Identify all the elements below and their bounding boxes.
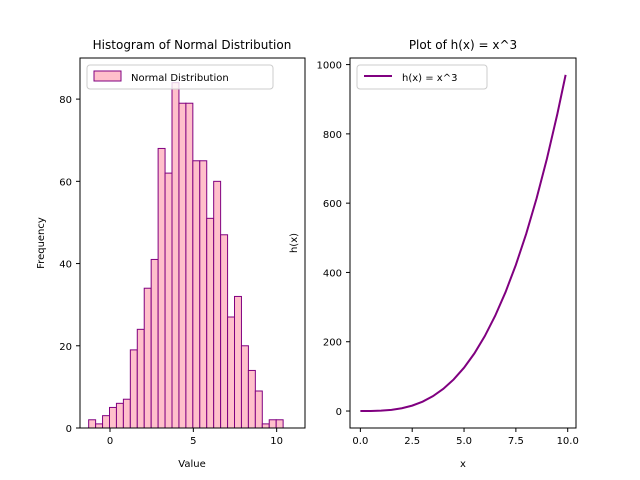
histogram-x-label: Value (178, 459, 205, 470)
histogram-bar (261, 423, 270, 429)
line-plot-y-label: h(x) (289, 233, 300, 253)
histogram-y-tick-label: 60 (59, 177, 72, 188)
histogram-y-ticks: 0 20 40 60 80 (59, 95, 80, 435)
histogram-bar (102, 415, 111, 429)
histogram-y-tick-label: 80 (59, 95, 72, 106)
histogram-axes-frame (79, 57, 306, 429)
histogram-x-tick-label: 10 (270, 436, 283, 447)
line-plot-legend: h(x) = x^3 (356, 64, 488, 90)
histogram-legend-swatch (93, 70, 122, 82)
histogram-bar (268, 419, 277, 429)
line-plot-y-tick-label: 400 (323, 268, 342, 279)
line-plot-x-ticks: 0.0 2.5 5.0 7.5 10.0 (352, 428, 579, 447)
line-plot-x-tick-label: 10.0 (557, 436, 579, 447)
histogram-bar (150, 258, 159, 429)
histogram-title: Histogram of Normal Distribution (93, 38, 292, 52)
line-plot-x-tick-label: 5.0 (456, 436, 472, 447)
line-plot-x-label: x (460, 459, 466, 470)
histogram-legend-label: Normal Distribution (131, 73, 229, 84)
line-plot-title: Plot of h(x) = x^3 (409, 38, 517, 52)
histogram-panel: Histogram of Normal Distribution 0 5 10 0 2… (36, 38, 306, 470)
line-plot-x-tick-label: 0.0 (352, 436, 368, 447)
histogram-bar (234, 295, 242, 429)
histogram-bar (185, 102, 194, 429)
histogram-x-tick-label: 0 (107, 436, 113, 447)
histogram-bar (254, 390, 263, 429)
histogram-bar (122, 398, 131, 429)
histogram-bar (220, 234, 229, 429)
histogram-bar (240, 345, 249, 429)
histogram-bar (227, 316, 236, 429)
histogram-bar (143, 287, 152, 429)
histogram-bar (95, 423, 104, 429)
line-plot-x-tick-label: 7.5 (508, 436, 524, 447)
histogram-legend-box (86, 64, 274, 90)
histogram-bar (275, 419, 284, 429)
line-series-h-x (360, 74, 567, 413)
histogram-bar (136, 328, 145, 429)
histogram-y-tick-label: 20 (59, 342, 72, 353)
histogram-bar (206, 217, 215, 429)
line-plot-y-ticks: 0 200 400 600 800 1000 (317, 61, 350, 418)
histogram-bar (192, 160, 201, 429)
histogram-bar (199, 160, 208, 429)
histogram-bar (178, 102, 187, 429)
line-plot-legend-label: h(x) = x^3 (402, 73, 457, 84)
histogram-y-label: Frequency (36, 217, 47, 269)
histogram-bar (171, 82, 180, 429)
line-plot-legend-box (356, 64, 488, 90)
histogram-bar (109, 406, 117, 429)
histogram-bar (157, 147, 166, 429)
histogram-bar (164, 172, 173, 429)
histogram-legend: Normal Distribution (86, 64, 274, 90)
histogram-bar (247, 369, 256, 429)
line-plot-x-tick-label: 2.5 (404, 436, 420, 447)
histogram-y-tick-label: 0 (66, 424, 72, 435)
line-plot-y-tick-label: 800 (323, 130, 342, 141)
histogram-y-tick-label: 40 (59, 260, 72, 271)
line-plot-y-tick-label: 600 (323, 199, 342, 210)
histogram-x-ticks: 0 5 10 (107, 428, 283, 447)
histogram-x-tick-label: 5 (190, 436, 196, 447)
line-plot-axes-frame (349, 57, 577, 429)
line-plot-y-tick-label: 200 (323, 338, 342, 349)
line-plot-panel: Plot of h(x) = x^3 0.0 2.5 5.0 7.5 10.0 0 200… (289, 38, 579, 470)
line-plot-y-tick-label: 1000 (317, 61, 342, 72)
histogram-bar (129, 349, 138, 429)
histogram-bar (88, 419, 97, 429)
line-plot-y-tick-label: 0 (336, 407, 342, 418)
histogram-bar (213, 180, 222, 429)
histogram-bar (115, 402, 124, 429)
